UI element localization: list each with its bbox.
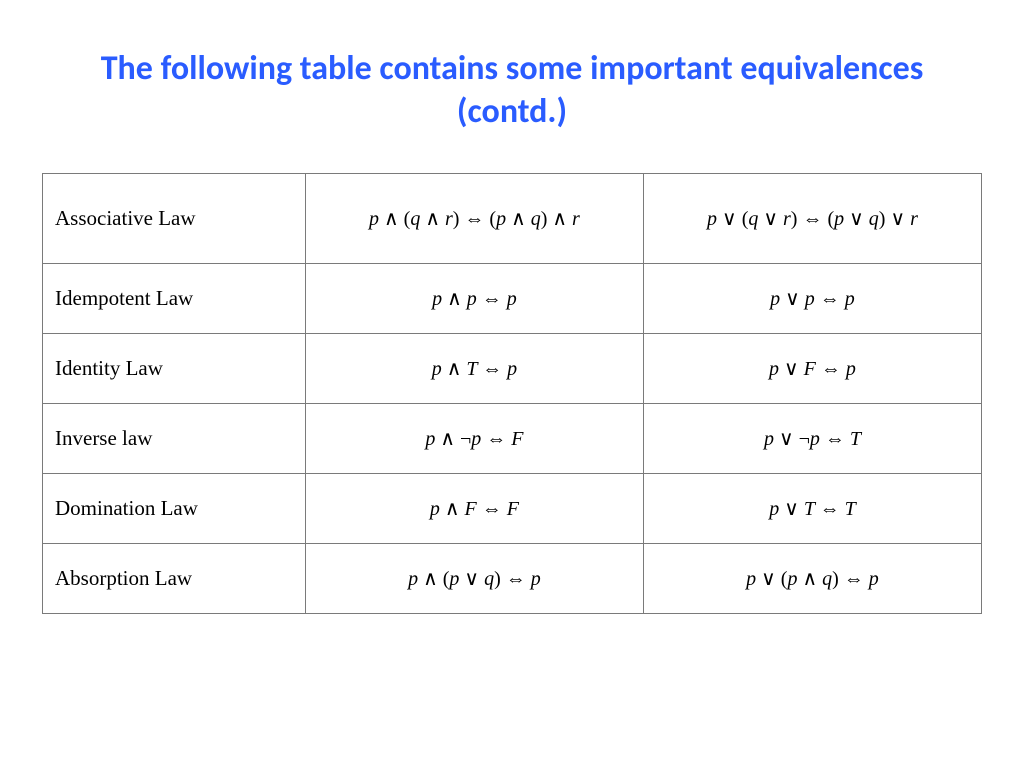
or-form-cell: p ∨ T ⇔ T (643, 474, 981, 544)
table-row: Identity Lawp ∧ T ⇔ pp ∨ F ⇔ p (43, 334, 982, 404)
slide-page: The following table contains some import… (0, 0, 1024, 768)
table-row: Inverse lawp ∧ ¬p ⇔ Fp ∨ ¬p ⇔ T (43, 404, 982, 474)
equivalences-table: Associative Lawp ∧ (q ∧ r) ⇔ (p ∧ q) ∧ r… (42, 173, 982, 614)
table-row: Absorption Lawp ∧ (p ∨ q) ⇔ pp ∨ (p ∧ q)… (43, 544, 982, 614)
or-form-cell: p ∨ p ⇔ p (643, 264, 981, 334)
law-name-cell: Inverse law (43, 404, 306, 474)
law-name-cell: Domination Law (43, 474, 306, 544)
table-row: Domination Lawp ∧ F ⇔ Fp ∨ T ⇔ T (43, 474, 982, 544)
and-form-cell: p ∧ F ⇔ F (305, 474, 643, 544)
and-form-cell: p ∧ p ⇔ p (305, 264, 643, 334)
or-form-cell: p ∨ ¬p ⇔ T (643, 404, 981, 474)
law-name-cell: Idempotent Law (43, 264, 306, 334)
equivalences-tbody: Associative Lawp ∧ (q ∧ r) ⇔ (p ∧ q) ∧ r… (43, 174, 982, 614)
table-row: Associative Lawp ∧ (q ∧ r) ⇔ (p ∧ q) ∧ r… (43, 174, 982, 264)
and-form-cell: p ∧ T ⇔ p (305, 334, 643, 404)
or-form-cell: p ∨ (q ∨ r) ⇔ (p ∨ q) ∨ r (643, 174, 981, 264)
table-row: Idempotent Lawp ∧ p ⇔ pp ∨ p ⇔ p (43, 264, 982, 334)
slide-title: The following table contains some import… (42, 48, 982, 133)
and-form-cell: p ∧ (p ∨ q) ⇔ p (305, 544, 643, 614)
law-name-cell: Associative Law (43, 174, 306, 264)
and-form-cell: p ∧ ¬p ⇔ F (305, 404, 643, 474)
law-name-cell: Absorption Law (43, 544, 306, 614)
and-form-cell: p ∧ (q ∧ r) ⇔ (p ∧ q) ∧ r (305, 174, 643, 264)
or-form-cell: p ∨ (p ∧ q) ⇔ p (643, 544, 981, 614)
law-name-cell: Identity Law (43, 334, 306, 404)
or-form-cell: p ∨ F ⇔ p (643, 334, 981, 404)
